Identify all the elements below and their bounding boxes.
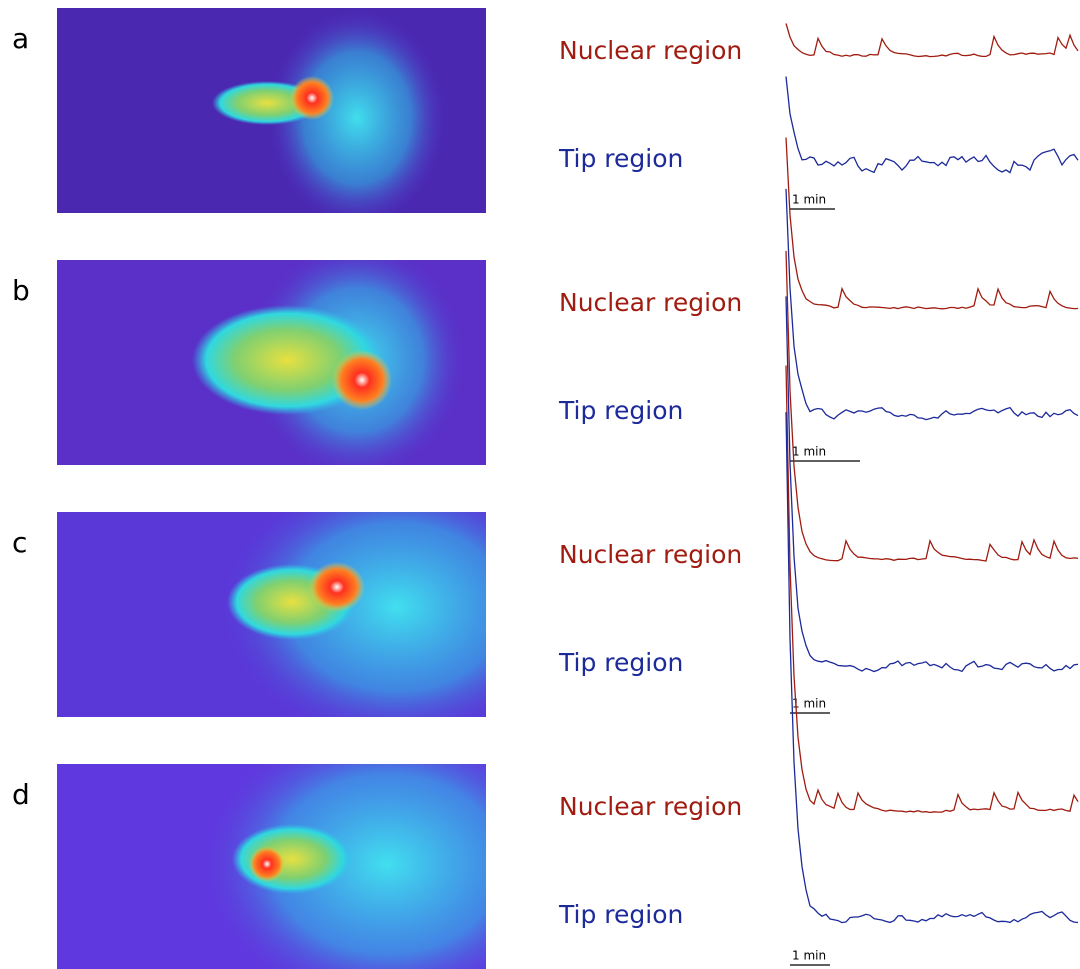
tip-trace (785, 296, 1079, 673)
panel-label: d (12, 778, 30, 811)
nuclear-label: Nuclear region (559, 288, 742, 317)
tip-label: Tip region (558, 900, 683, 929)
scale-label: 1 min (792, 949, 826, 963)
tip-trace (785, 188, 1079, 421)
nuclear-label: Nuclear region (559, 36, 742, 65)
nucleus (309, 562, 365, 612)
tip-label: Tip region (558, 396, 683, 425)
nuclear-trace (785, 23, 1079, 58)
nucleus (249, 846, 285, 882)
panel-label: a (12, 22, 29, 55)
micrograph (57, 260, 486, 465)
nuclear-trace (785, 250, 1079, 562)
glow (267, 8, 447, 213)
nuclear-trace (785, 365, 1079, 814)
micrograph (57, 512, 486, 717)
nuclear-label: Nuclear region (559, 792, 742, 821)
scale-label: 1 min (792, 697, 826, 711)
tip-trace (785, 76, 1079, 174)
tip-label: Tip region (558, 648, 683, 677)
nuclear-label: Nuclear region (559, 540, 742, 569)
panel-label: b (12, 274, 30, 307)
micrograph (57, 8, 486, 213)
tip-trace (785, 412, 1079, 924)
scale-label: 1 min (792, 445, 826, 459)
nucleus (290, 76, 334, 120)
tip-label: Tip region (558, 144, 683, 173)
scale-label: 1 min (792, 193, 826, 207)
micrograph (57, 764, 486, 969)
nucleus (332, 350, 392, 410)
panel-label: c (12, 526, 27, 559)
nuclear-trace (785, 137, 1079, 310)
